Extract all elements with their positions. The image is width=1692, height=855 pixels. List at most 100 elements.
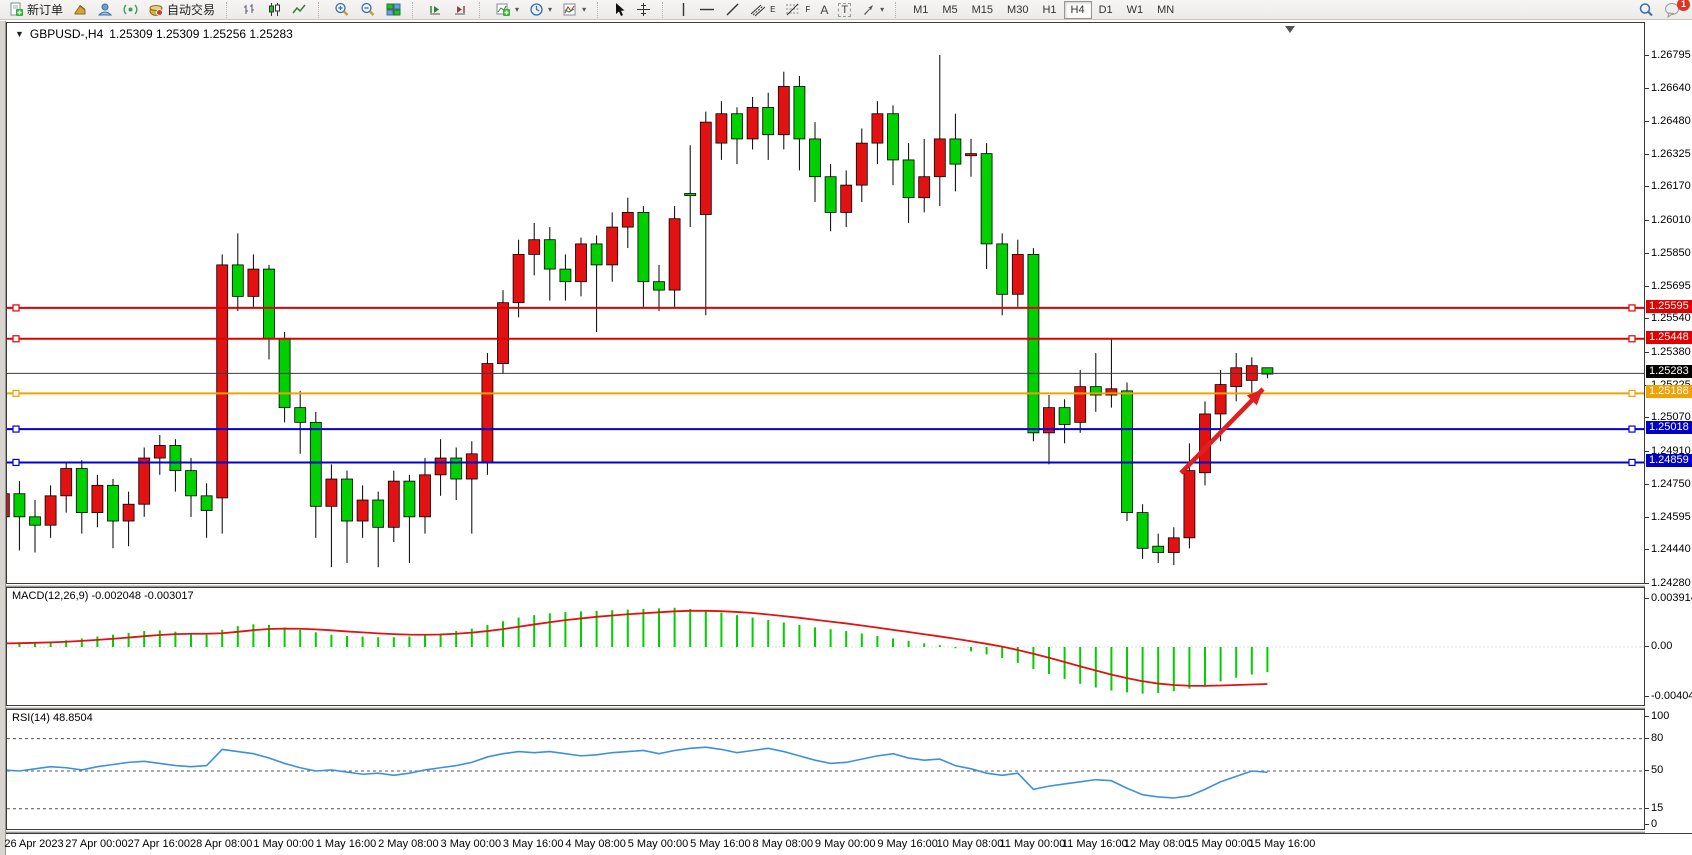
panel-divider xyxy=(6,830,1645,833)
line-chart-button[interactable] xyxy=(287,1,312,19)
candlestick-button[interactable] xyxy=(262,1,287,19)
rsi-panel[interactable]: RSI(14) 48.8504 xyxy=(6,709,1645,830)
price-line-label-1.25283: 1.25283 xyxy=(1646,365,1692,379)
text-button[interactable]: A xyxy=(815,1,833,19)
macd-axis-0.00: 0.00 xyxy=(1651,640,1673,652)
zoom-in-button[interactable] xyxy=(329,1,355,19)
label-button[interactable]: T xyxy=(833,1,856,19)
tile-windows-button[interactable] xyxy=(381,1,406,19)
panel-divider[interactable] xyxy=(6,584,1645,587)
chart-dropdown-caret[interactable]: ▼ xyxy=(15,29,24,39)
auto-scroll-button[interactable] xyxy=(423,1,448,19)
axis-tick xyxy=(1645,737,1649,739)
axis-tick xyxy=(1645,285,1649,287)
timeframe-h4[interactable]: H4 xyxy=(1063,0,1092,19)
cursor-icon xyxy=(613,2,626,17)
charts-button[interactable] xyxy=(68,1,93,19)
dropdown-caret: ▾ xyxy=(582,5,587,14)
time-label: 15 May 16:00 xyxy=(1248,838,1316,850)
axis-tick xyxy=(1645,121,1649,123)
axis-tick xyxy=(1645,352,1649,354)
notifications-button[interactable]: 1 xyxy=(1659,0,1690,19)
timeframe-m5[interactable]: M5 xyxy=(942,3,958,16)
timeframe-m1[interactable]: M1 xyxy=(913,3,929,16)
time-label: 10 May 08:00 xyxy=(936,838,1004,850)
bar-chart-icon xyxy=(242,2,257,17)
bar-chart-button[interactable] xyxy=(237,1,262,19)
cursor-button[interactable] xyxy=(608,1,631,19)
periods-button[interactable]: ▾ xyxy=(524,1,557,19)
axis-tick xyxy=(1645,153,1649,155)
fibonacci-button[interactable]: F xyxy=(780,1,815,19)
price-tick-1.26010: 1.26010 xyxy=(1651,213,1691,226)
indicators-button[interactable]: ▾ xyxy=(490,1,524,19)
timeframe-mn[interactable]: MN xyxy=(1157,3,1175,16)
price-axis[interactable]: 1.26795 1.26640 1.26480 1.26325 1.26170 1.260… xyxy=(1645,22,1692,855)
time-label: 5 May 16:00 xyxy=(690,838,751,850)
new-order-button[interactable]: 新订单 xyxy=(4,1,68,19)
rsi-axis-0: 0 xyxy=(1651,818,1658,830)
axis-tick xyxy=(1645,219,1649,221)
time-label: 11 May 00:00 xyxy=(999,838,1066,850)
candlestick-chart[interactable] xyxy=(7,23,1644,583)
time-label: 8 May 08:00 xyxy=(752,838,814,850)
main-chart-panel[interactable]: ▼ GBPUSD-,H4 1.25309 1.25309 1.25256 1.2… xyxy=(6,22,1645,584)
zoom-out-button[interactable] xyxy=(355,1,381,19)
time-label: 26 Apr 2023 xyxy=(4,838,64,850)
chart-title-bar: ▼ GBPUSD-,H4 1.25309 1.25309 1.25256 1.2… xyxy=(15,27,293,41)
dropdown-caret: ▾ xyxy=(515,5,520,14)
arrows-button[interactable]: ▾ xyxy=(856,1,889,19)
profile-icon xyxy=(98,2,113,17)
profile-button[interactable] xyxy=(93,1,118,19)
vertical-line-button[interactable] xyxy=(673,1,694,19)
macd-panel[interactable]: MACD(12,26,9) -0.002048 -0.003017 xyxy=(6,587,1645,706)
timeframe-m30[interactable]: M30 xyxy=(1007,3,1029,16)
axis-tick xyxy=(1645,318,1649,320)
zoom-in-icon xyxy=(334,2,350,17)
navigator-button[interactable] xyxy=(118,1,143,19)
time-label: 11 May 16:00 xyxy=(1061,838,1128,850)
toolbar-separator xyxy=(597,1,602,18)
panel-divider[interactable] xyxy=(6,706,1645,709)
text-icon: A xyxy=(820,2,829,17)
timeframe-m15[interactable]: M15 xyxy=(971,3,994,16)
price-tick-1.25540: 1.25540 xyxy=(1651,312,1691,325)
crosshair-button[interactable] xyxy=(631,1,656,19)
axis-tick xyxy=(1645,253,1649,255)
arrows-icon xyxy=(861,2,876,17)
channel-glyph: E xyxy=(770,5,776,14)
indicators-icon xyxy=(495,2,511,17)
horizontal-line-button[interactable] xyxy=(694,1,720,19)
rsi-axis-80: 80 xyxy=(1651,731,1664,744)
chart-shift-button[interactable] xyxy=(448,1,473,19)
navigator-icon xyxy=(123,2,138,17)
time-label: 28 Apr 08:00 xyxy=(189,838,253,850)
line-chart-icon xyxy=(292,2,307,17)
time-axis[interactable]: 26 Apr 2023 27 Apr 00:00 27 Apr 16:00 28 Ap… xyxy=(4,833,1692,855)
time-label: 12 May 08:00 xyxy=(1123,838,1191,850)
trendline-button[interactable] xyxy=(720,1,745,19)
toolbar-separator xyxy=(662,1,667,18)
channel-button[interactable]: E xyxy=(745,1,780,19)
auto-trading-button[interactable]: 自动交易 xyxy=(143,1,220,19)
timeframe-w1[interactable]: W1 xyxy=(1126,3,1144,16)
price-tick-1.26325: 1.26325 xyxy=(1651,147,1691,160)
macd-chart xyxy=(7,607,1644,694)
timeframe-d1[interactable]: D1 xyxy=(1098,3,1113,16)
search-button[interactable] xyxy=(1633,1,1659,19)
templates-icon xyxy=(562,2,578,17)
price-line-label-1.24859: 1.24859 xyxy=(1646,454,1692,468)
time-label: 15 May 00:00 xyxy=(1186,838,1253,850)
templates-button[interactable]: ▾ xyxy=(557,1,591,19)
channel-icon xyxy=(750,2,767,17)
toolbar-separator xyxy=(226,1,231,18)
time-label: 2 May 08:00 xyxy=(378,838,439,850)
time-label: 1 May 16:00 xyxy=(315,838,377,850)
timeframe-h1[interactable]: H1 xyxy=(1042,3,1057,16)
candlestick-icon xyxy=(267,2,282,17)
auto-scroll-icon xyxy=(428,2,443,17)
axis-tick xyxy=(1645,646,1649,647)
axis-tick xyxy=(1645,384,1649,386)
price-tick-1.26480: 1.26480 xyxy=(1651,115,1691,128)
time-label: 27 Apr 00:00 xyxy=(65,838,128,850)
